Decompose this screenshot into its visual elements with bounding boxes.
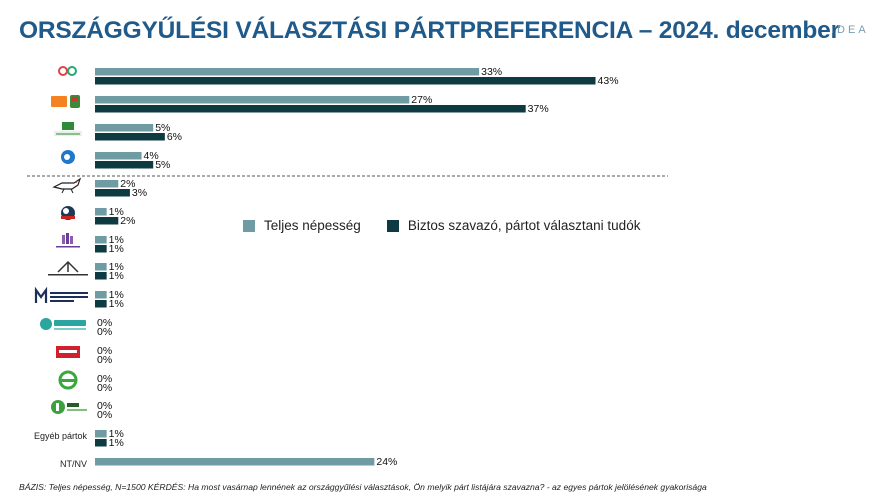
- szikra-logo: [48, 260, 88, 276]
- data-label-total-5: 1%: [109, 206, 124, 218]
- bar-sure-6: [95, 245, 107, 253]
- data-label-total-4: 2%: [120, 178, 135, 190]
- parbeszed-logo: [58, 370, 78, 390]
- legend-item-total: Teljes népesség: [243, 218, 361, 233]
- legend-swatch-total: [243, 219, 255, 232]
- data-label-sure-9: 0%: [97, 326, 112, 338]
- data-label-sure-8: 1%: [109, 298, 124, 310]
- bar-sure-0: [95, 77, 596, 85]
- data-label-sure-4: 3%: [132, 187, 147, 199]
- jobbik-logo: [40, 318, 86, 330]
- data-label-total-3: 4%: [144, 150, 159, 162]
- data-label-sure-6: 1%: [109, 243, 124, 255]
- bar-sure-2: [95, 133, 165, 141]
- bar-sure-4: [95, 189, 130, 197]
- bar-total-3: [95, 152, 142, 160]
- lmp-logo: [51, 400, 87, 414]
- data-label-sure-0: 43%: [598, 75, 619, 87]
- bar-sure-8: [95, 300, 107, 308]
- data-label-total-1: 27%: [411, 94, 432, 106]
- mindenki-magyarorszaga-logo: [34, 286, 88, 303]
- legend-item-sure: Biztos szavazó, pártot választani tudók: [386, 218, 641, 233]
- bar-sure-7: [95, 272, 107, 280]
- data-label-total-8: 1%: [109, 289, 124, 301]
- mkkp-logo: [52, 177, 82, 194]
- data-label-total-13: 1%: [109, 428, 124, 440]
- bar-total-13: [95, 430, 107, 438]
- momentum-logo: [56, 233, 80, 248]
- bar-sure-3: [95, 161, 154, 169]
- chart-title: ORSZÁGGYŰLÉSI VÁLASZTÁSI PÁRTPREFERENCIA…: [19, 17, 840, 44]
- bar-total-14: [95, 458, 375, 466]
- bar-sure-1: [95, 105, 526, 113]
- data-label-total-7: 1%: [109, 261, 124, 273]
- bar-total-5: [95, 208, 107, 216]
- footnote: BÁZIS: Teljes népesség, N=1500 KÉRDÉS: H…: [19, 482, 707, 492]
- bar-total-4: [95, 180, 119, 188]
- data-label-sure-10: 0%: [97, 354, 112, 366]
- data-label-sure-1: 37%: [528, 103, 549, 115]
- data-label-total-12: 0%: [97, 400, 112, 412]
- fidesz-kdnp-logo: [51, 95, 80, 108]
- data-label-total-11: 0%: [97, 373, 112, 385]
- bar-sure-13: [95, 439, 107, 447]
- bar-total-2: [95, 124, 154, 132]
- data-label-total-2: 5%: [155, 122, 170, 134]
- chart-legend: Teljes népesség Biztos szavazó, pártot v…: [243, 218, 660, 233]
- bar-sure-5: [95, 217, 119, 225]
- data-label-sure-12: 0%: [97, 409, 112, 421]
- data-label-total-14: 24%: [376, 456, 397, 468]
- data-label-total-10: 0%: [97, 345, 112, 357]
- data-label-sure-5: 2%: [120, 215, 135, 227]
- bar-total-1: [95, 96, 410, 104]
- data-label-sure-2: 6%: [167, 131, 182, 143]
- data-label-sure-13: 1%: [109, 437, 124, 449]
- idea-logo: IDEA: [831, 24, 869, 36]
- mszp-logo: [56, 346, 80, 358]
- data-label-total-9: 0%: [97, 317, 112, 329]
- category-label-14: NT/NV: [60, 459, 87, 469]
- legend-label-sure: Biztos szavazó, pártot választani tudók: [407, 218, 641, 233]
- bar-total-0: [95, 68, 480, 76]
- data-label-sure-11: 0%: [97, 382, 112, 394]
- bar-total-8: [95, 291, 107, 299]
- category-label-13: Egyéb pártok: [34, 431, 88, 441]
- unknown-party-logo: [61, 206, 75, 220]
- data-label-total-0: 33%: [481, 66, 502, 78]
- bar-total-7: [95, 263, 107, 271]
- tisza-logo: [58, 66, 77, 76]
- mi-hazank-logo: [54, 122, 82, 136]
- bar-total-6: [95, 236, 107, 244]
- legend-swatch-sure: [386, 219, 399, 232]
- data-label-total-6: 1%: [109, 234, 124, 246]
- legend-label-total: Teljes népesség: [264, 218, 361, 233]
- dk-logo: [61, 150, 75, 164]
- data-label-sure-3: 5%: [155, 159, 170, 171]
- data-label-sure-7: 1%: [109, 270, 124, 282]
